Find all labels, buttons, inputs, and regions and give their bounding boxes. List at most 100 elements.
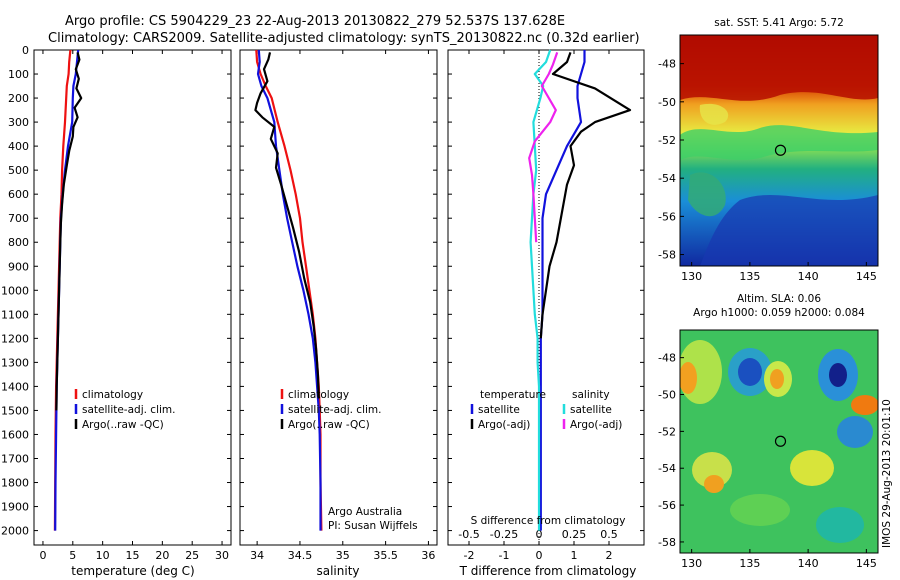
x-tick-label: 25 (185, 549, 199, 562)
argo-location-marker (774, 144, 787, 156)
map-x-tick-label: 140 (798, 270, 819, 283)
x-tick-label: 2 (606, 549, 613, 562)
depth-tick-label: 100 (8, 68, 29, 81)
sla-blob-h (829, 363, 847, 387)
sst-map-frame (679, 34, 879, 267)
depth-tick-label: 1200 (1, 332, 29, 345)
temperature-chart: 0 5 10 15 20 25 30 climatology satellite-adj. cl… (34, 49, 231, 562)
legend-label: salinity (572, 389, 610, 401)
annotation-argo-australia: Argo Australia (328, 506, 402, 518)
depth-tick-label: 1800 (1, 477, 29, 490)
map-x-tick-label: 135 (739, 557, 760, 570)
temperature-xlabel: temperature (deg C) (71, 564, 194, 578)
x-tick-label: 0 (39, 549, 46, 562)
sst-warm-tongue (680, 35, 878, 101)
x-tick-label: 15 (126, 549, 140, 562)
s-diff-tick-label: -0.25 (490, 528, 518, 541)
x-tick-label: 0 (536, 549, 543, 562)
map-x-tick-label: 140 (798, 557, 819, 570)
map-y-tick-label: -54 (658, 462, 676, 475)
s-diff-tick-label: 0.5 (600, 528, 618, 541)
series-line (255, 49, 323, 531)
depth-tick-label: 2000 (1, 525, 29, 538)
sla-map-subtitle: Argo h1000: 0.059 h2000: 0.084 (693, 307, 865, 319)
sla-blob-d (738, 358, 762, 386)
series-line (529, 49, 552, 531)
sst-green-patch (688, 172, 726, 217)
legend-label: temperature (480, 389, 546, 401)
depth-tick-label: 900 (8, 260, 29, 273)
depth-tick-label: 1600 (1, 428, 29, 441)
series-line (528, 52, 559, 243)
depth-tick-label: 1400 (1, 380, 29, 393)
legend-label: climatology (288, 389, 349, 401)
s-diff-tick-label: -0.5 (458, 528, 479, 541)
x-tick-label: 1 (571, 549, 578, 562)
depth-tick-label: 800 (8, 236, 29, 249)
sst-yellow-patch (699, 103, 729, 125)
depth-tick-label: 300 (8, 116, 29, 129)
sla-blob-i (851, 395, 878, 415)
s-diff-tick-label: 0.25 (562, 528, 587, 541)
sla-blob-j (837, 416, 873, 448)
depth-tick-label: 1000 (1, 284, 29, 297)
x-tick-label: 30 (215, 549, 229, 562)
legend-label: Argo(-adj) (478, 419, 530, 431)
depth-tick-label: 600 (8, 188, 29, 201)
sla-blob-m (704, 475, 724, 493)
argo-location-marker (774, 435, 787, 447)
salinity-chart: 34 34.5 35 35.5 36 climatology satellite-adj. … (240, 49, 437, 562)
series-line (539, 50, 586, 531)
sla-blob-o (730, 494, 790, 526)
difference-panel-frame (447, 49, 645, 546)
legend-label: satellite (478, 404, 520, 416)
map-y-tick-label: -58 (658, 249, 676, 262)
sla-map-frame (679, 329, 879, 554)
imos-timestamp: IMOS 29-Aug-2013 20:01:10 (881, 399, 893, 548)
sla-blob-b (680, 362, 697, 394)
t-difference-xlabel: T difference from climatology (459, 564, 637, 578)
sla-map-axes: 130 135 140 145 -48 -50 -52 -54 -56 -58 (658, 352, 877, 570)
legend-label: Argo(..raw -QC) (82, 419, 164, 431)
depth-tick-label: 400 (8, 140, 29, 153)
depth-tick-label: 0 (22, 44, 29, 57)
map-y-tick-label: -50 (658, 96, 676, 109)
sst-front (680, 125, 878, 160)
depth-tick-label: 1500 (1, 404, 29, 417)
x-tick-label: 36 (421, 549, 435, 562)
difference-chart: -2 -1 0 1 2 -0.5 -0.25 0 0.25 0.5 temperature satel… (448, 49, 644, 562)
sla-blob-k (790, 450, 834, 486)
legend-label: climatology (82, 389, 143, 401)
sst-map-title: sat. SST: 5.41 Argo: 5.72 (714, 17, 844, 29)
s-difference-xlabel: S difference from climatology (471, 515, 626, 527)
header-line-2: Climatology: CARS2009. Satellite-adjuste… (48, 31, 640, 46)
legend-label: satellite-adj. clim. (82, 404, 175, 416)
map-y-tick-label: -48 (658, 352, 676, 365)
series-line (254, 52, 320, 399)
legend-label: Argo(..raw -QC) (288, 419, 370, 431)
depth-tick-label: 1100 (1, 308, 29, 321)
depth-tick-label: 500 (8, 164, 29, 177)
depth-tick-label: 1700 (1, 452, 29, 465)
x-tick-label: 35 (336, 549, 350, 562)
x-tick-label: 35.5 (373, 549, 398, 562)
map-x-tick-label: 135 (739, 270, 760, 283)
salinity-panel-frame (239, 49, 438, 546)
map-y-tick-label: -56 (658, 210, 676, 223)
salinity-xlabel: salinity (316, 564, 359, 578)
map-y-tick-label: -58 (658, 536, 676, 549)
map-y-tick-label: -56 (658, 499, 676, 512)
depth-axis: 0 100 200 300 400 500 600 700 800 900 1000 1100 1200… (1, 44, 29, 538)
x-tick-label: 10 (96, 549, 110, 562)
s-diff-tick-label: 0 (536, 528, 543, 541)
map-x-tick-label: 130 (681, 557, 702, 570)
depth-tick-label: 1300 (1, 356, 29, 369)
depth-tick-label: 1900 (1, 501, 29, 514)
x-tick-label: 34 (250, 549, 264, 562)
sla-blob-f (770, 369, 784, 389)
sla-blob-n (816, 507, 864, 543)
legend-label: Argo(-adj) (570, 419, 622, 431)
legend-label: satellite (570, 404, 612, 416)
depth-tick-label: 700 (8, 212, 29, 225)
